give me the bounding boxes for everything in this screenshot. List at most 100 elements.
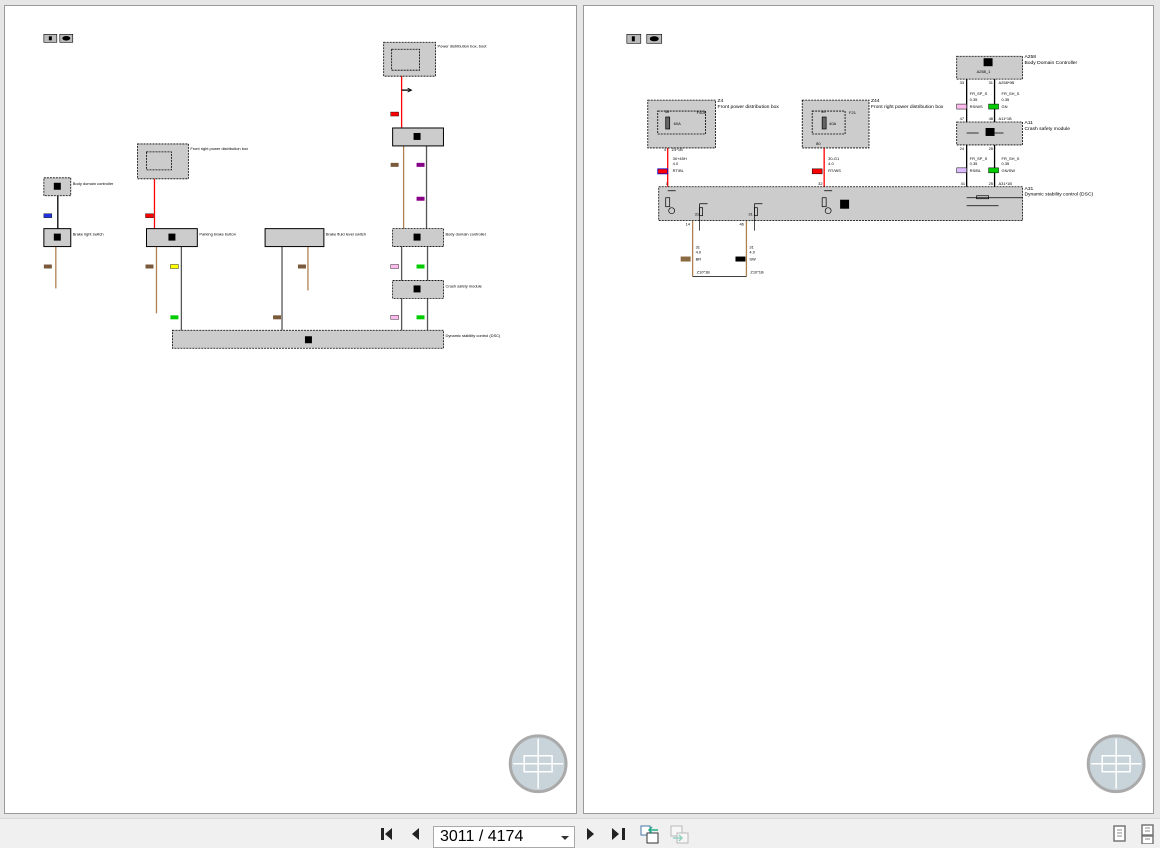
label-a11: Crash safety module — [445, 283, 482, 288]
label-z4-name: Front power distribution box — [718, 104, 780, 110]
svg-text:GN: GN — [1002, 104, 1008, 109]
svg-text:FR_SP_S: FR_SP_S — [970, 156, 988, 161]
label-s29: Parking brake button — [199, 232, 236, 237]
svg-text:FR_SH_S: FR_SH_S — [1002, 91, 1020, 96]
continuous-view-icon[interactable] — [1137, 824, 1159, 844]
label-s84: Brake light switch — [73, 232, 104, 237]
connector-label: A31*1B — [999, 181, 1013, 186]
svg-text:30-G1: 30-G1 — [828, 156, 840, 161]
svg-text:Z10*1B: Z10*1B — [697, 269, 711, 274]
last-page-button[interactable] — [608, 824, 630, 844]
svg-text:BR: BR — [696, 257, 702, 262]
svg-text:FR_SH_S: FR_SH_S — [1002, 156, 1020, 161]
label-a258b: Body domain controller — [445, 232, 486, 237]
watermark-logo-icon — [508, 734, 568, 794]
label-a46: Front right power distribution box — [190, 146, 248, 151]
pin: 31 — [989, 80, 994, 85]
svg-text:31: 31 — [696, 245, 701, 250]
label-a258-id: A258 — [1024, 54, 1036, 60]
component-z4 — [647, 99, 716, 149]
pin: 46 — [739, 222, 744, 227]
svg-text:31: 31 — [749, 245, 754, 250]
svg-text:FR_SP_S: FR_SP_S — [970, 91, 988, 96]
next-page-button[interactable] — [579, 824, 601, 844]
right-wiring-diagram: Z4 Front power distribution box F404 60A… — [626, 34, 1146, 794]
label-z44-id: Z44 — [871, 98, 880, 104]
pin: 4 — [664, 147, 667, 152]
fuse-id: F21 — [849, 110, 857, 115]
svg-text:4.0: 4.0 — [749, 250, 755, 255]
svg-text:4.0: 4.0 — [673, 161, 679, 166]
pin: 1 — [666, 181, 669, 186]
label-f44: Power distribution box, boot — [437, 43, 487, 48]
svg-text:0.35: 0.35 — [1002, 161, 1011, 166]
label-a258-name: Body Domain Controller — [1024, 60, 1077, 66]
bottom-toolbar: 3011 / 4174 — [0, 818, 1160, 848]
component-s30 — [264, 228, 325, 248]
view-mode-icons[interactable] — [626, 34, 663, 44]
pin: 47 — [960, 116, 964, 121]
svg-text:4.0: 4.0 — [828, 161, 834, 166]
svg-text:Z10*1B: Z10*1B — [750, 269, 764, 274]
connector-label: Z4*1B — [672, 147, 683, 152]
component-a258 — [956, 55, 1023, 80]
pin: 41 — [961, 181, 966, 186]
connector-label: A11*1B — [999, 116, 1013, 121]
right-pdf-page: Z4 Front power distribution box F404 60A… — [583, 5, 1154, 814]
component-a46 — [137, 143, 189, 180]
component-z44 — [801, 99, 870, 149]
sync-left-icon[interactable] — [639, 824, 661, 844]
fuse-rating: 40A — [829, 121, 836, 126]
fuse-id: F404 — [697, 110, 707, 115]
pin: 30 — [665, 109, 670, 114]
svg-text:0.35: 0.35 — [1002, 97, 1011, 102]
watermark-logo-icon — [1086, 734, 1146, 794]
label-a11-name: Crash safety module — [1024, 126, 1070, 132]
svg-text:RT/WS: RT/WS — [828, 168, 841, 173]
svg-text:SW: SW — [749, 257, 756, 262]
svg-text:GN/SW: GN/SW — [1002, 168, 1016, 173]
wire-color-swatches — [43, 111, 425, 320]
svg-text:RT/BL: RT/BL — [673, 168, 685, 173]
pin: 14 — [686, 222, 691, 227]
left-wiring-diagram: Power distribution box, boot Front right… — [43, 34, 568, 794]
pin: 33 — [960, 80, 965, 85]
label-z44-name: Front right power distribution box — [871, 104, 944, 110]
connector-label: A258*9B — [999, 80, 1015, 85]
label-a31-id: A31 — [1024, 186, 1033, 192]
label-a31: Dynamic stability control (DSC) — [445, 333, 501, 338]
label-a11-id: A11 — [1024, 120, 1033, 126]
label-s30: Brake fluid level switch — [326, 232, 366, 237]
single-page-view-icon[interactable] — [1109, 824, 1131, 844]
pin: 80 — [816, 141, 821, 146]
svg-text:RS/BL: RS/BL — [970, 168, 982, 173]
pin: 32 — [818, 181, 822, 186]
fuse-rating: 60A — [674, 121, 681, 126]
pin: 31 — [695, 212, 700, 217]
label-a31-name: Dynamic stability control (DSC) — [1024, 192, 1093, 198]
svg-text:RS/WS: RS/WS — [970, 104, 983, 109]
pin: 24 — [960, 146, 965, 151]
pin: 30 — [821, 109, 826, 114]
page-indicator: 3011 / 4174 — [440, 828, 524, 845]
pin: 25 — [989, 146, 994, 151]
previous-page-button[interactable] — [404, 824, 426, 844]
pin: 48 — [989, 116, 994, 121]
label-z4-id: Z4 — [718, 98, 724, 104]
label-a258a: Body domain controller — [73, 181, 114, 186]
first-page-button[interactable] — [377, 824, 399, 844]
svg-text:0.35: 0.35 — [970, 97, 979, 102]
wire-color-swatches — [657, 103, 999, 262]
pin: 31 — [748, 212, 753, 217]
left-pdf-page: Power distribution box, boot Front right… — [4, 5, 577, 814]
connector-label: A258_1 — [977, 69, 991, 74]
chevron-down-icon — [561, 836, 569, 840]
svg-text:30+45H: 30+45H — [673, 156, 687, 161]
svg-text:0.35: 0.35 — [970, 161, 979, 166]
svg-text:4.0: 4.0 — [696, 250, 702, 255]
pin: 25 — [989, 181, 994, 186]
view-mode-icons[interactable] — [43, 34, 74, 43]
sync-right-icon[interactable] — [669, 824, 691, 844]
page-number-dropdown[interactable]: 3011 / 4174 — [433, 826, 575, 848]
